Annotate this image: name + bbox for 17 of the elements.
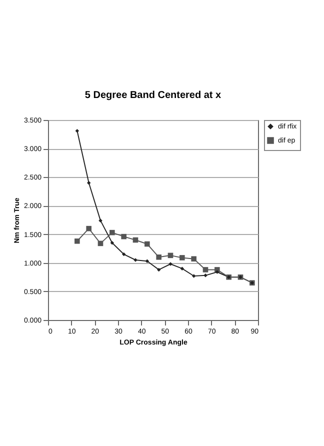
point <box>86 180 91 185</box>
point <box>180 255 185 260</box>
point <box>192 274 196 278</box>
chart-title: 5 Degree Band Centered at x <box>84 90 222 101</box>
point <box>180 266 184 270</box>
point <box>75 128 80 133</box>
point <box>202 267 208 272</box>
point <box>144 241 150 247</box>
point <box>215 270 220 274</box>
point <box>121 234 126 240</box>
point <box>86 226 92 232</box>
point <box>110 230 115 236</box>
point <box>110 240 114 245</box>
point <box>74 238 80 244</box>
point <box>156 254 162 260</box>
point <box>145 259 150 264</box>
point <box>191 256 196 262</box>
